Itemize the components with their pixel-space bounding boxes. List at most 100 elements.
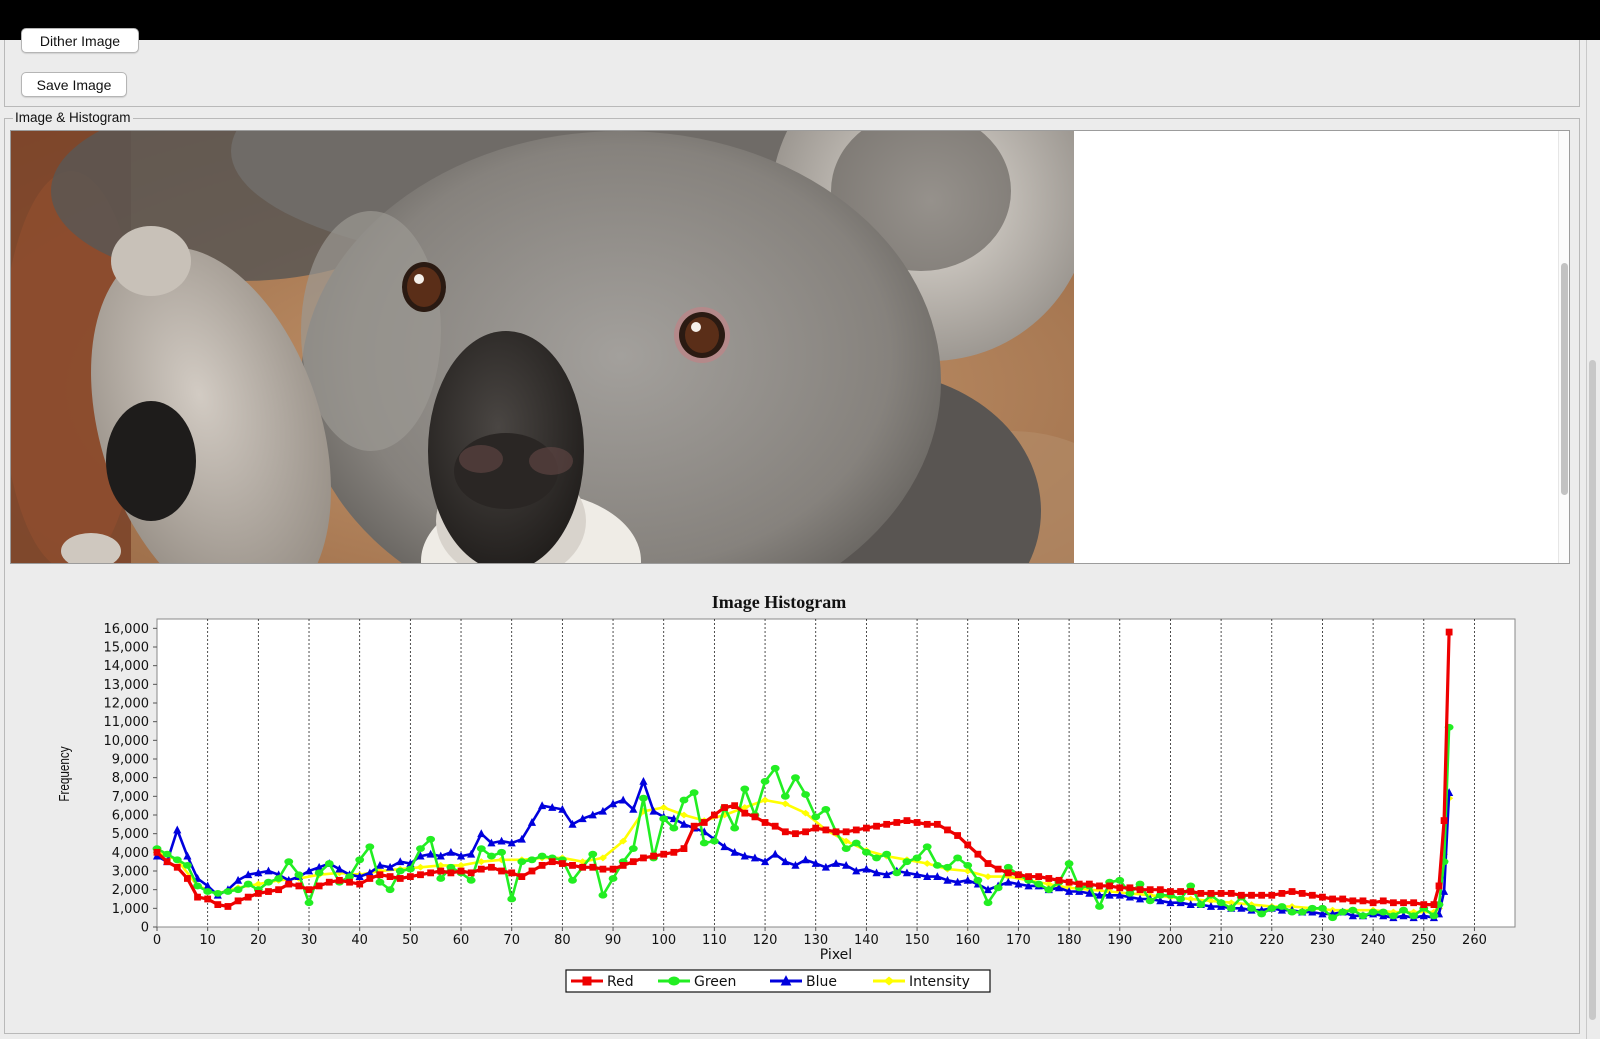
data-point (670, 848, 678, 856)
data-point (153, 848, 161, 856)
data-point (1308, 891, 1316, 899)
data-point (832, 828, 840, 836)
data-point (760, 778, 770, 785)
data-point (730, 824, 740, 832)
data-point (456, 862, 466, 869)
image-scroll-pane[interactable] (10, 130, 1570, 564)
data-point (284, 858, 294, 866)
data-point (335, 864, 344, 873)
data-point (1378, 908, 1388, 916)
data-point (922, 843, 932, 851)
data-point (883, 820, 891, 828)
data-point (162, 850, 172, 858)
data-point (912, 854, 922, 862)
data-point (315, 862, 324, 871)
data-point (426, 835, 436, 843)
data-point (1146, 886, 1154, 894)
image-vertical-scrollbar[interactable] (1558, 131, 1569, 563)
data-point (791, 860, 800, 869)
data-point (811, 859, 820, 867)
image-scrollbar-thumb[interactable] (1561, 263, 1568, 495)
data-point (527, 856, 537, 864)
data-point (405, 865, 415, 873)
data-point (366, 875, 374, 882)
data-point (1025, 873, 1032, 880)
dither-image-button[interactable]: Dither Image (21, 28, 139, 53)
data-point (213, 890, 223, 897)
data-point (265, 888, 272, 895)
data-point (902, 868, 912, 877)
data-point (589, 863, 597, 871)
data-point (640, 854, 647, 862)
data-point (457, 867, 465, 875)
data-point (386, 862, 395, 871)
data-point (811, 813, 821, 821)
data-point (731, 802, 739, 810)
y-tick-label: 13,000 (104, 678, 150, 693)
data-point (1015, 871, 1022, 879)
controls-panel: Dither Image Save Image (4, 28, 1580, 107)
data-point (1358, 912, 1368, 920)
x-tick-label: 150 (905, 933, 930, 948)
data-point (243, 880, 253, 888)
data-point (872, 868, 881, 877)
data-point (974, 850, 982, 858)
data-point (436, 875, 446, 882)
data-point (356, 880, 364, 888)
data-point (822, 826, 830, 834)
data-point (973, 876, 983, 884)
data-point (892, 869, 902, 877)
data-point (882, 870, 891, 879)
data-point (1318, 904, 1327, 912)
data-point (1156, 896, 1165, 905)
data-point (1186, 900, 1195, 908)
data-point (1187, 888, 1195, 895)
data-point (456, 851, 466, 860)
data-point (720, 842, 729, 851)
series-red (153, 628, 1453, 910)
data-point (538, 862, 546, 869)
data-point (710, 811, 718, 819)
x-axis-label: Pixel (820, 947, 852, 963)
data-point (1287, 908, 1297, 916)
data-point (629, 858, 637, 866)
data-point (375, 878, 385, 886)
data-point (852, 866, 861, 875)
data-point (163, 858, 171, 866)
data-point (598, 806, 607, 815)
x-tick-label: 210 (1209, 933, 1234, 948)
data-point (1196, 901, 1206, 908)
data-point (639, 794, 648, 802)
window-scrollbar-thumb[interactable] (1589, 360, 1596, 1020)
x-tick-label: 170 (1006, 933, 1031, 948)
data-point (1156, 886, 1164, 894)
data-point (792, 830, 799, 838)
data-point (873, 822, 880, 830)
data-point (204, 895, 212, 903)
x-tick-label: 180 (1057, 933, 1082, 948)
data-point (487, 838, 496, 847)
data-point (294, 871, 304, 879)
data-point (943, 875, 952, 884)
data-point (1217, 890, 1225, 897)
data-point (1115, 890, 1124, 899)
series-line-red (155, 632, 1451, 909)
data-point (599, 865, 607, 873)
legend-label: Intensity (909, 974, 970, 990)
data-point (507, 838, 516, 847)
data-point (214, 901, 222, 908)
data-point (1247, 904, 1256, 912)
data-point (831, 859, 841, 867)
save-image-button[interactable]: Save Image (21, 72, 127, 97)
data-point (1186, 882, 1196, 890)
data-point (507, 895, 517, 903)
data-point (872, 854, 881, 862)
data-point (488, 863, 495, 871)
data-point (863, 824, 870, 832)
data-point (740, 804, 749, 811)
data-point (1115, 876, 1125, 884)
x-tick-label: 60 (453, 933, 470, 948)
x-tick-label: 160 (955, 933, 980, 948)
data-point (649, 806, 658, 815)
data-point (1136, 886, 1144, 894)
